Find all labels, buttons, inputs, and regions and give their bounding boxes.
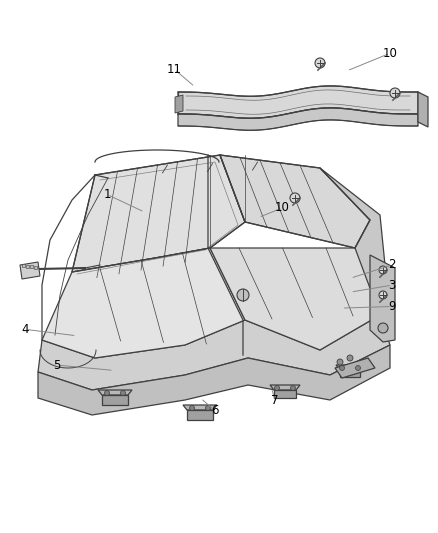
Polygon shape <box>34 265 37 269</box>
Text: 6: 6 <box>211 404 219 417</box>
Polygon shape <box>274 390 296 398</box>
Circle shape <box>190 406 194 410</box>
Circle shape <box>379 266 387 274</box>
Text: 5: 5 <box>53 359 60 372</box>
Circle shape <box>120 391 126 395</box>
Text: 1: 1 <box>103 188 111 201</box>
Text: 11: 11 <box>167 63 182 76</box>
Circle shape <box>290 385 296 391</box>
Polygon shape <box>418 92 428 127</box>
Polygon shape <box>26 264 29 268</box>
Circle shape <box>205 406 211 410</box>
Polygon shape <box>178 86 418 118</box>
Polygon shape <box>102 395 128 405</box>
Polygon shape <box>98 390 132 395</box>
Polygon shape <box>38 345 390 415</box>
Polygon shape <box>178 108 418 130</box>
Text: 3: 3 <box>389 279 396 292</box>
Polygon shape <box>42 248 245 358</box>
Circle shape <box>315 58 325 68</box>
Circle shape <box>347 355 353 361</box>
Polygon shape <box>72 155 245 272</box>
Polygon shape <box>335 358 375 378</box>
Circle shape <box>390 88 400 98</box>
Polygon shape <box>183 405 217 410</box>
Polygon shape <box>340 370 360 377</box>
Text: 10: 10 <box>382 47 397 60</box>
Polygon shape <box>38 315 390 390</box>
Text: 9: 9 <box>388 300 396 313</box>
Polygon shape <box>270 385 300 390</box>
Polygon shape <box>320 168 390 320</box>
Polygon shape <box>220 155 370 248</box>
Polygon shape <box>22 264 25 267</box>
Circle shape <box>379 291 387 299</box>
Circle shape <box>337 359 343 365</box>
Text: 4: 4 <box>21 323 29 336</box>
Circle shape <box>339 366 345 370</box>
Circle shape <box>237 289 249 301</box>
Polygon shape <box>187 410 213 420</box>
Polygon shape <box>30 265 33 268</box>
Polygon shape <box>175 95 183 113</box>
Polygon shape <box>336 365 364 370</box>
Circle shape <box>105 391 110 395</box>
Circle shape <box>275 385 279 391</box>
Polygon shape <box>210 248 380 350</box>
Text: 7: 7 <box>271 394 279 407</box>
Polygon shape <box>370 255 395 342</box>
Text: 10: 10 <box>275 201 290 214</box>
Text: 2: 2 <box>388 259 396 271</box>
Circle shape <box>356 366 360 370</box>
Polygon shape <box>20 262 40 279</box>
Circle shape <box>290 193 300 203</box>
Circle shape <box>378 323 388 333</box>
